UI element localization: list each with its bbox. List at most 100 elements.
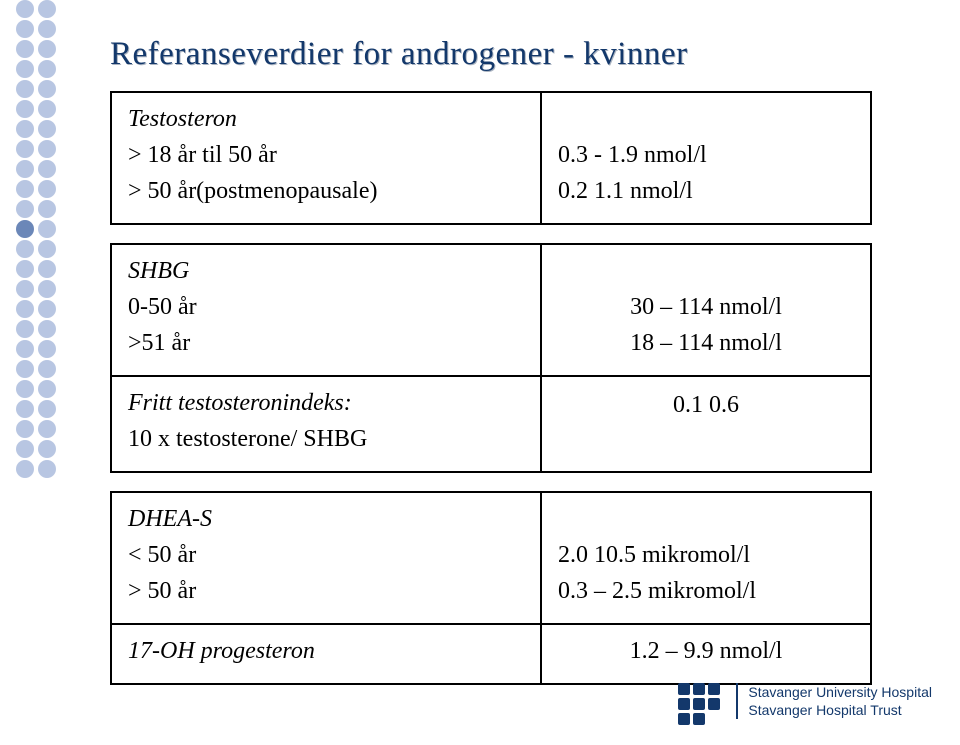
dot-icon xyxy=(38,380,56,398)
dot-row xyxy=(16,460,56,478)
value-line: 30 – 114 nmol/l xyxy=(558,289,854,325)
dot-icon xyxy=(38,460,56,478)
dot-icon xyxy=(38,300,56,318)
dot-row xyxy=(16,220,56,238)
dot-icon xyxy=(16,240,34,258)
slide-dot-strip xyxy=(16,0,56,478)
dot-icon xyxy=(38,20,56,38)
dot-icon xyxy=(16,80,34,98)
slide-title: Referanseverdier for androgener - kvinne… xyxy=(110,36,920,73)
table-cell: 0.1 0.6 xyxy=(541,376,871,472)
dot-icon xyxy=(38,360,56,378)
value-line: 0.2 1.1 nmol/l xyxy=(558,173,854,209)
dot-icon xyxy=(16,420,34,438)
dot-row xyxy=(16,240,56,258)
row-header: DHEA-S xyxy=(128,501,524,537)
hospital-mark-icon xyxy=(678,683,722,727)
dot-row xyxy=(16,320,56,338)
row-line: < 50 år xyxy=(128,537,524,573)
dot-icon xyxy=(38,420,56,438)
dot-icon xyxy=(16,360,34,378)
dot-icon xyxy=(38,120,56,138)
dot-icon xyxy=(38,440,56,458)
table-testosteron: Testosteron > 18 år til 50 år > 50 år(po… xyxy=(110,91,872,225)
dot-icon xyxy=(38,280,56,298)
value-line: 2.0 10.5 mikromol/l xyxy=(558,537,854,573)
value-line: 1.2 – 9.9 nmol/l xyxy=(558,633,854,669)
dot-icon xyxy=(16,300,34,318)
table-cell: Testosteron > 18 år til 50 år > 50 år(po… xyxy=(111,92,541,224)
dot-icon xyxy=(16,20,34,38)
dot-icon xyxy=(38,80,56,98)
footer-text: Stavanger University Hospital Stavanger … xyxy=(736,683,932,719)
table-cell: 1.2 – 9.9 nmol/l xyxy=(541,624,871,684)
dot-icon xyxy=(38,220,56,238)
table-cell: 0.3 - 1.9 nmol/l 0.2 1.1 nmol/l xyxy=(541,92,871,224)
row-header: SHBG xyxy=(128,253,524,289)
dot-row xyxy=(16,260,56,278)
dot-row xyxy=(16,120,56,138)
row-header: 17-OH progesteron xyxy=(128,633,524,669)
dot-icon xyxy=(16,320,34,338)
dot-row xyxy=(16,360,56,378)
dot-icon xyxy=(38,0,56,18)
dot-row xyxy=(16,80,56,98)
dot-icon xyxy=(16,180,34,198)
dot-row xyxy=(16,0,56,18)
table-shbg-fti: SHBG 0-50 år >51 år 30 – 114 nmol/l 18 –… xyxy=(110,243,872,473)
dot-icon xyxy=(16,280,34,298)
footer-line1: Stavanger University Hospital xyxy=(748,683,932,701)
value-line: 0.3 - 1.9 nmol/l xyxy=(558,137,854,173)
dot-icon xyxy=(38,240,56,258)
row-line: > 18 år til 50 år xyxy=(128,137,524,173)
dot-icon xyxy=(16,100,34,118)
row-line: > 50 år xyxy=(128,573,524,609)
dot-icon xyxy=(38,320,56,338)
dot-icon xyxy=(38,160,56,178)
dot-icon xyxy=(38,40,56,58)
dot-icon xyxy=(16,40,34,58)
dot-icon xyxy=(38,200,56,218)
footer-logo: Stavanger University Hospital Stavanger … xyxy=(678,683,932,727)
table-cell: SHBG 0-50 år >51 år xyxy=(111,244,541,376)
table-cell: 2.0 10.5 mikromol/l 0.3 – 2.5 mikromol/l xyxy=(541,492,871,624)
dot-icon xyxy=(16,220,34,238)
table-cell: 17-OH progesteron xyxy=(111,624,541,684)
dot-icon xyxy=(16,460,34,478)
row-header: Fritt testosteronindeks: xyxy=(128,385,524,421)
dot-row xyxy=(16,200,56,218)
row-header: Testosteron xyxy=(128,101,524,137)
row-line: > 50 år(postmenopausale) xyxy=(128,173,524,209)
dot-row xyxy=(16,140,56,158)
dot-icon xyxy=(16,120,34,138)
row-line: 0-50 år xyxy=(128,289,524,325)
dot-row xyxy=(16,380,56,398)
dot-icon xyxy=(16,380,34,398)
dot-row xyxy=(16,40,56,58)
dot-icon xyxy=(16,260,34,278)
dot-icon xyxy=(38,60,56,78)
dot-icon xyxy=(38,260,56,278)
dot-icon xyxy=(16,60,34,78)
footer-line2: Stavanger Hospital Trust xyxy=(748,701,932,719)
dot-icon xyxy=(38,140,56,158)
dot-icon xyxy=(38,400,56,418)
value-line: 18 – 114 nmol/l xyxy=(558,325,854,361)
slide-content: Referanseverdier for androgener - kvinne… xyxy=(110,36,920,685)
dot-row xyxy=(16,20,56,38)
dot-icon xyxy=(16,440,34,458)
dot-icon xyxy=(38,100,56,118)
dot-row xyxy=(16,340,56,358)
dot-icon xyxy=(16,400,34,418)
dot-icon xyxy=(38,340,56,358)
table-cell: 30 – 114 nmol/l 18 – 114 nmol/l xyxy=(541,244,871,376)
dot-row xyxy=(16,440,56,458)
table-cell: DHEA-S < 50 år > 50 år xyxy=(111,492,541,624)
dot-row xyxy=(16,60,56,78)
dot-row xyxy=(16,400,56,418)
dot-row xyxy=(16,100,56,118)
dot-row xyxy=(16,300,56,318)
dot-row xyxy=(16,280,56,298)
value-line: 0.3 – 2.5 mikromol/l xyxy=(558,573,854,609)
dot-icon xyxy=(16,0,34,18)
